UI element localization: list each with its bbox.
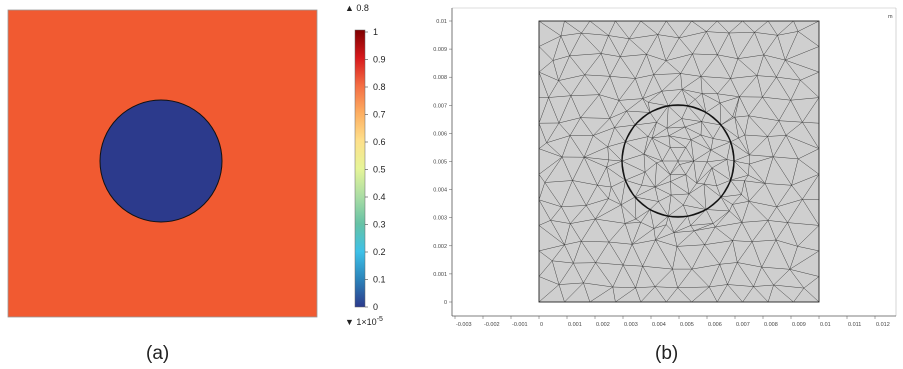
colorbar-tick-label: 0.8 (373, 82, 386, 92)
x-tick-label: -0.003 (456, 322, 472, 328)
y-tick-label: 0.002 (433, 244, 447, 250)
x-tick-label: 0 (540, 322, 543, 328)
x-tick-label: 0.007 (736, 322, 750, 328)
x-tick-label: 0.002 (596, 322, 610, 328)
y-tick-label: 0.008 (433, 75, 447, 81)
triangular-mesh (538, 20, 820, 303)
x-tick-label: 0.009 (792, 322, 806, 328)
x-tick-label: 0.01 (820, 322, 831, 328)
mesh-domain (538, 20, 820, 303)
colorbar-tick-label: 0.5 (373, 165, 386, 175)
colorbar-tick-label: 0.7 (373, 110, 386, 120)
colorbar-ticks: 1 0.9 0.8 0.7 0.6 0.5 0.4 0.3 0.2 0.1 0 (365, 27, 386, 312)
y-tick-label: 0.003 (433, 216, 447, 222)
colorbar-max-marker: ▲ 0.8 (345, 3, 369, 13)
x-tick-label: 0.003 (624, 322, 638, 328)
colorbar-tick-label: 0.1 (373, 275, 386, 285)
y-tick-label: 0.005 (433, 160, 447, 166)
x-tick-label: -0.002 (484, 322, 500, 328)
y-tick-label: 0.006 (433, 131, 447, 137)
colorbar-tick-label: 0.6 (373, 137, 386, 147)
y-tick-label: 0.009 (433, 47, 447, 53)
colorbar-min-marker-exponent: -5 (377, 316, 383, 323)
x-tick-label: 0.011 (848, 322, 861, 328)
panel-a: ▲ 0.8 ▼ 1×10-5 1 0.9 0.8 0.7 0.6 0.5 0.4 0.3 0.2… (7, 3, 386, 364)
x-axis-ticks: -0.003 -0.002 -0.001 0 0.001 0.002 0.003 0.004 0… (454, 316, 890, 328)
colorbar-tick-label: 0.2 (373, 247, 386, 257)
x-tick-label: -0.001 (512, 322, 528, 328)
colorbar-tick-label: 0.9 (373, 55, 386, 65)
x-tick-label: 0.005 (680, 322, 694, 328)
colorbar-tick-label: 0.4 (373, 192, 386, 202)
inclusion-circle (99, 99, 223, 223)
x-tick-label: 0.012 (876, 322, 890, 328)
panel-b-caption: (b) (655, 343, 678, 364)
colorbar-tick-label: 0.3 (373, 220, 386, 230)
colorbar-tick-label: 0 (373, 302, 378, 312)
x-tick-label: 0.008 (764, 322, 778, 328)
colorbar (354, 29, 366, 308)
y-tick-label: 0 (444, 300, 447, 306)
y-tick-label: 0.004 (433, 188, 447, 194)
colorbar-min-marker-base: ▼ 1×10 (345, 317, 377, 327)
panel-b: m -0.003 -0.002 -0.001 0 0.001 0.002 0.003 0.00… (433, 7, 897, 364)
panel-a-caption: (a) (146, 343, 169, 364)
corner-mark: m (888, 14, 893, 20)
x-tick-label: 0.001 (568, 322, 582, 328)
y-axis-ticks: 0.01 0.009 0.008 0.007 0.006 0.005 0.004 0.003 0… (433, 19, 452, 306)
y-tick-label: 0.001 (433, 272, 447, 278)
y-tick-label: 0.007 (433, 103, 447, 109)
colorbar-min-marker: ▼ 1×10-5 (345, 316, 383, 327)
mesh-inclusion-boundary (621, 104, 735, 218)
x-tick-label: 0.004 (652, 322, 666, 328)
colorbar-tick-label: 1 (373, 27, 378, 37)
y-tick-label: 0.01 (436, 19, 447, 25)
mesh-edges (538, 20, 820, 303)
x-tick-label: 0.006 (708, 322, 722, 328)
